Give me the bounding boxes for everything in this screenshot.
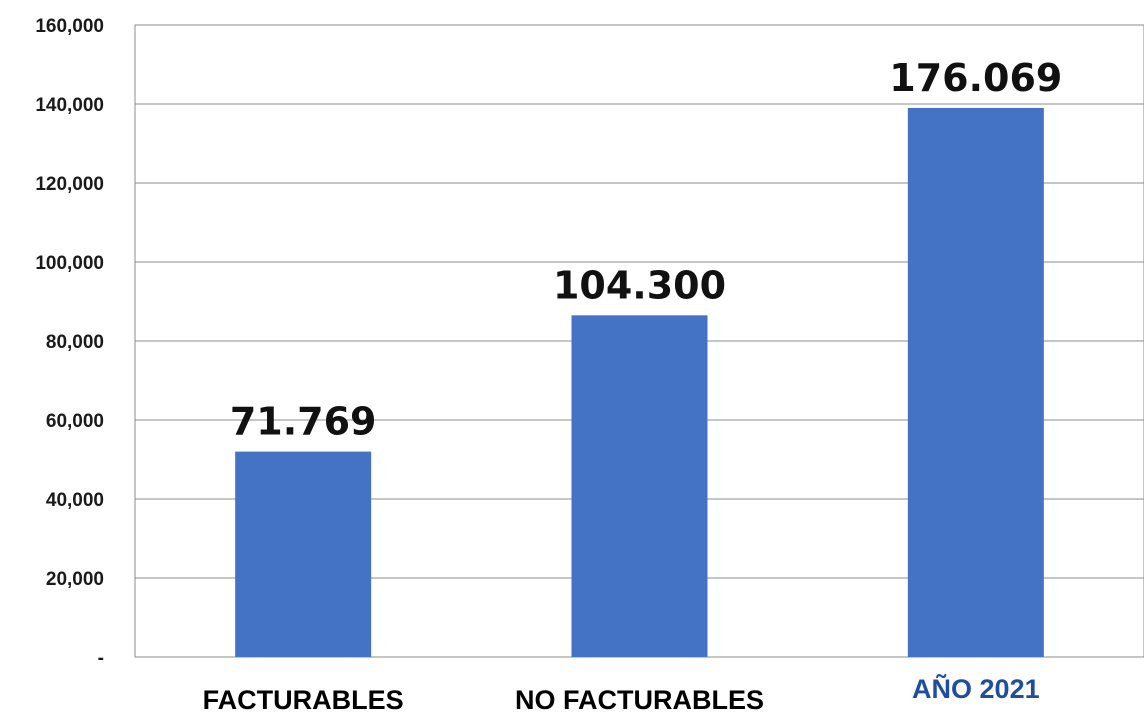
y-tick-label: 140,000 xyxy=(35,95,104,116)
bars xyxy=(235,107,1044,657)
y-tick-label: 60,000 xyxy=(46,411,104,432)
y-axis: - 20,000 40,000 60,000 80,000 100,000 120,000 1… xyxy=(35,16,104,669)
category-label: NO FACTURABLES xyxy=(515,685,764,712)
y-tick-label: 40,000 xyxy=(46,490,104,511)
category-label: AÑO 2021 xyxy=(912,673,1040,704)
x-axis: FACTURABLES NO FACTURABLES AÑO 2021 xyxy=(203,673,1040,712)
data-label: 176.069 xyxy=(889,56,1062,100)
y-tick-label: - xyxy=(98,648,104,669)
y-tick-label: 100,000 xyxy=(35,253,104,274)
y-tick-label: 160,000 xyxy=(35,16,104,37)
data-labels: 71.769 104.300 176.069 xyxy=(230,56,1063,444)
data-label: 71.769 xyxy=(230,400,377,444)
bar xyxy=(907,107,1044,657)
y-tick-label: 20,000 xyxy=(46,569,104,590)
y-tick-label: 80,000 xyxy=(46,332,104,353)
data-label: 104.300 xyxy=(553,263,726,307)
y-tick-label: 120,000 xyxy=(35,174,104,195)
category-label: FACTURABLES xyxy=(203,685,404,712)
bar xyxy=(571,315,708,657)
bar xyxy=(235,451,372,657)
